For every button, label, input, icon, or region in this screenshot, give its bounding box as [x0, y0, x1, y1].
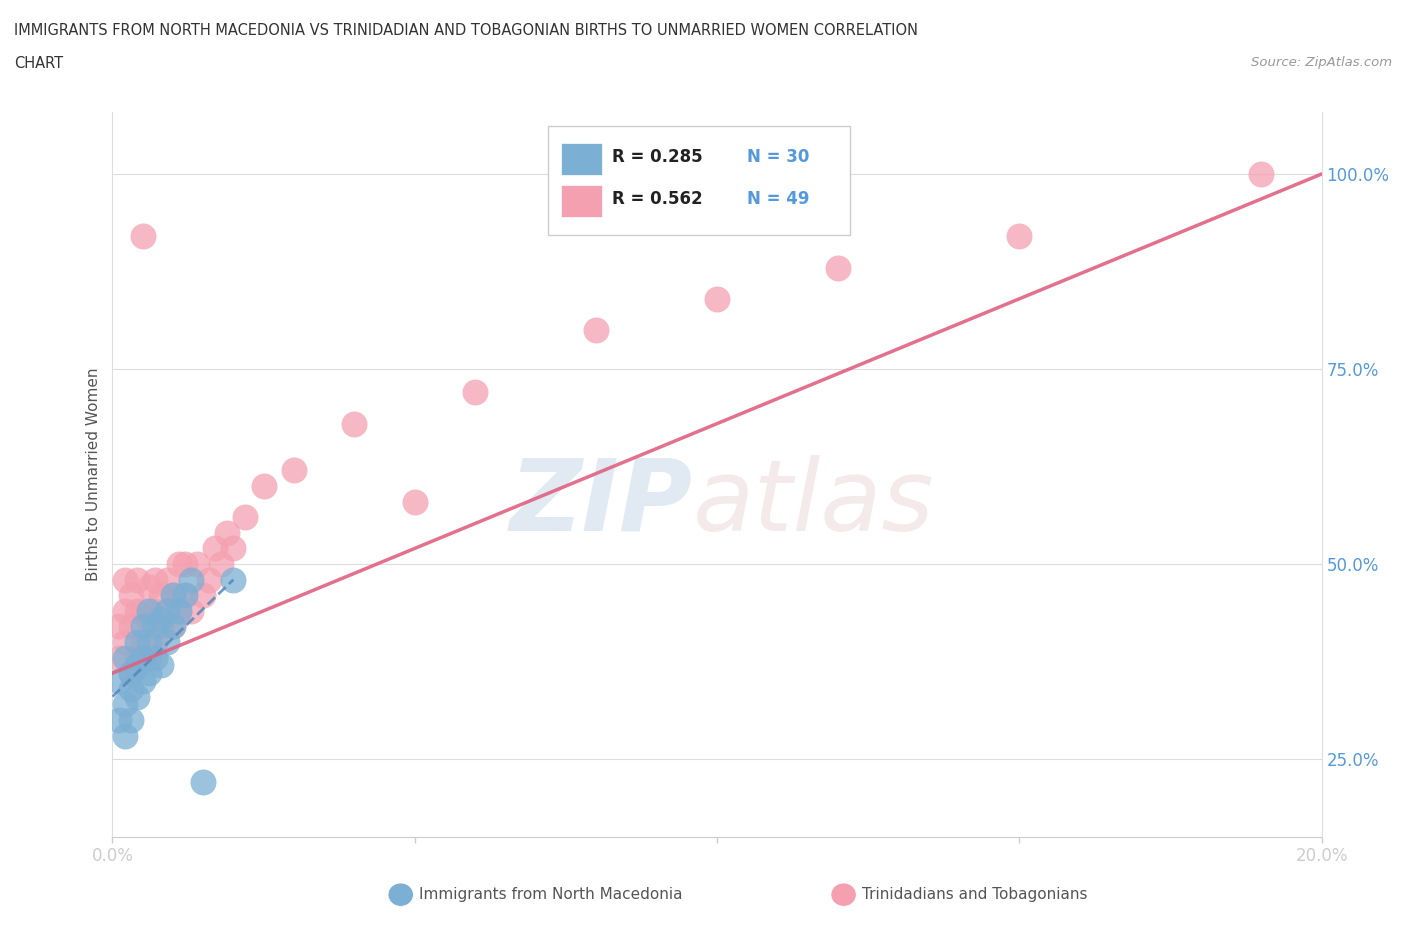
Text: R = 0.562: R = 0.562	[612, 190, 703, 207]
Point	[174, 556, 197, 571]
Point	[186, 556, 208, 571]
Point	[138, 666, 160, 681]
Point	[143, 572, 166, 587]
Point	[174, 588, 197, 603]
Point	[132, 604, 155, 618]
Point	[132, 229, 155, 244]
Point	[138, 580, 160, 595]
Point	[217, 525, 239, 540]
Point	[204, 541, 226, 556]
FancyBboxPatch shape	[561, 143, 602, 175]
Point	[132, 634, 155, 649]
Point	[706, 291, 728, 306]
Point	[156, 634, 179, 649]
Point	[143, 619, 166, 634]
Point	[1250, 166, 1272, 181]
Point	[120, 619, 142, 634]
Point	[156, 604, 179, 618]
Point	[167, 604, 190, 618]
Point	[132, 673, 155, 688]
Point	[162, 588, 184, 603]
Point	[283, 463, 305, 478]
Point	[253, 479, 276, 494]
Point	[125, 572, 148, 587]
Point	[120, 666, 142, 681]
Point	[343, 416, 366, 431]
Point	[156, 604, 179, 618]
Text: Trinidadians and Tobagonians: Trinidadians and Tobagonians	[862, 887, 1087, 902]
Point	[143, 650, 166, 665]
Point	[222, 572, 245, 587]
Point	[114, 572, 136, 587]
Text: IMMIGRANTS FROM NORTH MACEDONIA VS TRINIDADIAN AND TOBAGONIAN BIRTHS TO UNMARRIE: IMMIGRANTS FROM NORTH MACEDONIA VS TRINI…	[14, 23, 918, 38]
Point	[114, 697, 136, 711]
Point	[125, 604, 148, 618]
Point	[120, 588, 142, 603]
Point	[404, 494, 426, 509]
Point	[222, 541, 245, 556]
Point	[162, 619, 184, 634]
Point	[180, 572, 202, 587]
Point	[827, 260, 849, 275]
Point	[114, 650, 136, 665]
Point	[120, 712, 142, 727]
Point	[174, 588, 197, 603]
Text: Immigrants from North Macedonia: Immigrants from North Macedonia	[419, 887, 682, 902]
Point	[585, 323, 607, 338]
Y-axis label: Births to Unmarried Women: Births to Unmarried Women	[86, 367, 101, 581]
Point	[125, 689, 148, 704]
Point	[138, 634, 160, 649]
Point	[125, 650, 148, 665]
Point	[138, 604, 160, 618]
Text: ZIP: ZIP	[510, 455, 693, 551]
Text: R = 0.285: R = 0.285	[612, 148, 703, 166]
Point	[464, 385, 486, 400]
FancyBboxPatch shape	[548, 126, 851, 235]
Point	[191, 775, 214, 790]
Point	[125, 658, 148, 672]
Text: Source: ZipAtlas.com: Source: ZipAtlas.com	[1251, 56, 1392, 69]
Point	[209, 556, 232, 571]
Point	[180, 604, 202, 618]
Point	[143, 604, 166, 618]
Point	[167, 604, 190, 618]
FancyBboxPatch shape	[561, 185, 602, 217]
Point	[138, 650, 160, 665]
Point	[235, 510, 257, 525]
Point	[149, 619, 172, 634]
Point	[120, 682, 142, 697]
Point	[107, 650, 129, 665]
Point	[107, 673, 129, 688]
Point	[143, 634, 166, 649]
Point	[132, 619, 155, 634]
Point	[149, 658, 172, 672]
Point	[167, 556, 190, 571]
Point	[114, 604, 136, 618]
Point	[114, 634, 136, 649]
Point	[107, 712, 129, 727]
Point	[149, 588, 172, 603]
Text: N = 49: N = 49	[748, 190, 810, 207]
Point	[138, 611, 160, 626]
Point	[191, 588, 214, 603]
Text: N = 30: N = 30	[748, 148, 810, 166]
Point	[149, 611, 172, 626]
Point	[198, 572, 221, 587]
Point	[162, 619, 184, 634]
Point	[107, 619, 129, 634]
Text: CHART: CHART	[14, 56, 63, 71]
Point	[120, 666, 142, 681]
Point	[132, 650, 155, 665]
Point	[162, 588, 184, 603]
Point	[114, 728, 136, 743]
Text: atlas: atlas	[693, 455, 935, 551]
Point	[1008, 229, 1031, 244]
Point	[156, 572, 179, 587]
Point	[125, 634, 148, 649]
